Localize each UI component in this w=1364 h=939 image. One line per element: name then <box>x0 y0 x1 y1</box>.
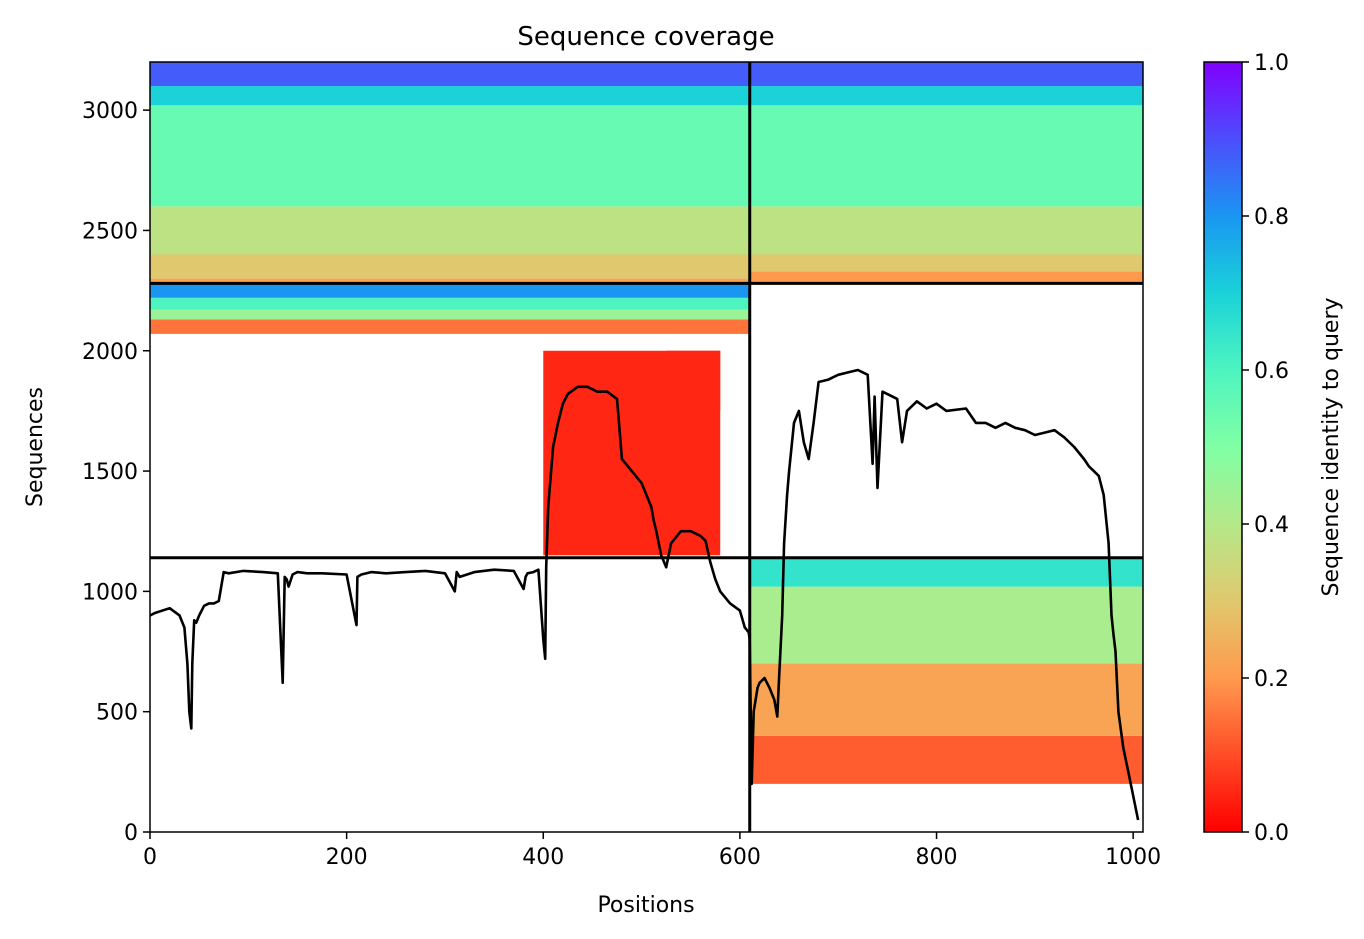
low-identity-block <box>666 350 721 411</box>
x-axis-ticks: 0 200 400 600 800 1000 <box>143 832 1161 870</box>
y-tick-label: 2000 <box>82 340 138 365</box>
identity-band <box>749 254 1143 272</box>
y-tick-label: 2500 <box>82 219 138 244</box>
colorbar-tick-label: 1.0 <box>1254 51 1289 76</box>
colorbar-ticks: 0.0 0.2 0.4 0.6 0.8 1.0 <box>1242 51 1289 846</box>
chart-title: Sequence coverage <box>517 22 774 52</box>
colorbar-tick-label: 0.6 <box>1254 359 1289 384</box>
x-tick-label: 400 <box>522 845 564 870</box>
identity-band <box>150 105 750 207</box>
colorbar-gradient <box>1203 61 1243 833</box>
coverage-line-layer <box>150 368 1140 821</box>
y-axis-ticks: 0 500 1000 1500 2000 2500 3000 <box>82 99 150 846</box>
identity-band <box>150 319 750 334</box>
identity-band <box>749 62 1143 87</box>
x-tick-label: 0 <box>143 845 157 870</box>
identity-band <box>749 105 1143 207</box>
x-axis-label: Positions <box>597 893 694 918</box>
colorbar-tick-label: 0.8 <box>1254 205 1289 230</box>
coverage-blocks <box>150 62 1143 784</box>
y-axis-label: Sequences <box>23 387 48 507</box>
colorbar-tick-label: 0.4 <box>1254 513 1289 538</box>
x-tick-label: 800 <box>916 845 958 870</box>
identity-band <box>749 271 1143 284</box>
block-middle-left <box>150 283 750 334</box>
identity-band <box>150 283 750 298</box>
identity-band <box>150 206 750 255</box>
identity-band <box>150 278 750 284</box>
colorbar-label: Sequence identity to query <box>1319 297 1344 596</box>
block-top-right <box>749 62 1143 284</box>
y-tick-label: 500 <box>96 701 138 726</box>
coverage-line <box>150 368 1140 821</box>
block-top-left <box>150 62 750 284</box>
identity-band <box>150 254 750 279</box>
identity-band <box>749 557 1143 587</box>
y-tick-label: 3000 <box>82 99 138 124</box>
identity-band <box>150 86 750 106</box>
x-tick-label: 200 <box>326 845 368 870</box>
identity-band <box>150 62 750 87</box>
x-tick-label: 600 <box>719 845 761 870</box>
y-tick-label: 1500 <box>82 460 138 485</box>
identity-band <box>749 586 1143 664</box>
identity-band <box>749 86 1143 106</box>
identity-band <box>749 663 1143 736</box>
plot-area <box>149 61 1144 833</box>
block-bottom-right <box>749 557 1143 784</box>
colorbar-tick-label: 0.0 <box>1254 821 1289 846</box>
plot-frame <box>149 61 1144 833</box>
identity-band <box>749 206 1143 255</box>
identity-band <box>150 309 750 320</box>
identity-band <box>150 297 750 310</box>
x-tick-label: 1000 <box>1105 845 1161 870</box>
identity-band <box>749 735 1143 784</box>
y-tick-label: 0 <box>124 821 138 846</box>
y-tick-label: 1000 <box>82 580 138 605</box>
colorbar-tick-label: 0.2 <box>1254 667 1289 692</box>
colorbar: 0.0 0.2 0.4 0.6 0.8 1.0 Sequence identity to … <box>1203 51 1344 846</box>
